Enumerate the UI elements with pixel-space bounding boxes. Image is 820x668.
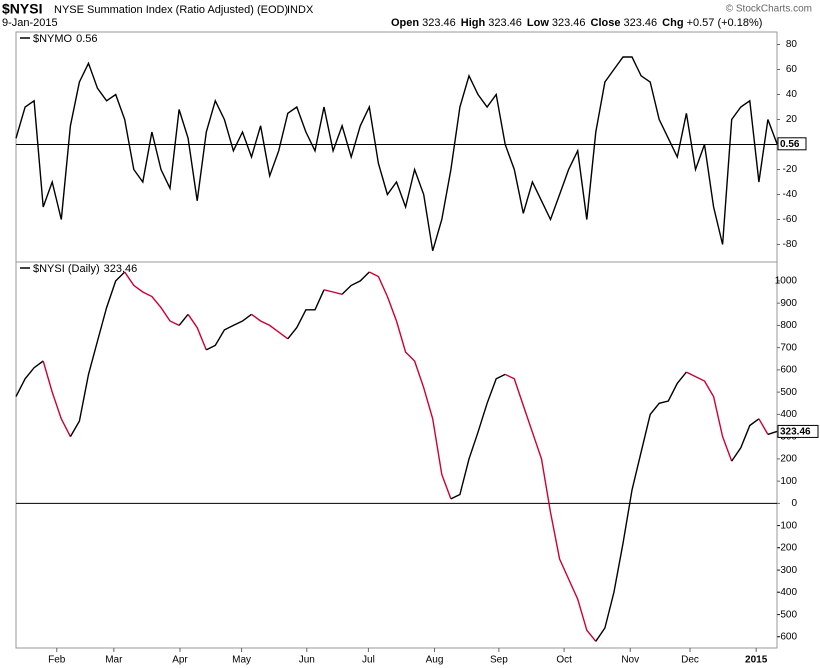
x-tick-label: Aug — [426, 655, 444, 666]
ohlc: Open 323.46 High 323.46 Low 323.46 Close 323.46… — [391, 17, 762, 29]
y-tick-label: 500 — [780, 387, 797, 398]
x-tick-label: Feb — [48, 655, 66, 666]
y-tick-label: -40 — [783, 189, 798, 200]
y-tick-label: -100 — [777, 520, 797, 531]
credit: © StockCharts.com — [726, 4, 812, 15]
y-tick-label: -200 — [777, 543, 797, 554]
line — [15, 56, 778, 251]
ohlc-label: Close — [591, 17, 621, 29]
legend-text: $NYMO 0.56 — [33, 33, 98, 45]
legend-value: 0.56 — [76, 33, 97, 45]
x-tick-label: Sep — [490, 655, 508, 666]
ohlc-value: 323.46 — [624, 17, 658, 29]
legend-text: $NYSI (Daily) 323.46 — [33, 263, 137, 275]
line-segment — [124, 271, 180, 327]
y-tick-label: -400 — [777, 587, 797, 598]
x-tick-label: Nov — [621, 655, 639, 666]
y-tick-label: 900 — [780, 298, 797, 309]
y-tick-label: 100 — [780, 476, 797, 487]
line-segment — [42, 360, 72, 437]
ohlc-label: Low — [527, 17, 549, 29]
line-segment — [187, 313, 207, 351]
x-tick-label: Mar — [105, 655, 123, 666]
line-segment — [686, 371, 733, 462]
y-tick-label: 80 — [786, 39, 798, 50]
y-tick-label: 200 — [780, 454, 797, 465]
x-tick-label: Oct — [556, 655, 572, 666]
legend-name: $NYMO — [33, 33, 73, 45]
line-segment — [595, 371, 687, 642]
ohlc-value: 323.46 — [422, 17, 456, 29]
ohlc-value: 323.46 — [552, 17, 586, 29]
x-tick-label: Jun — [299, 655, 315, 666]
legend-value: 323.46 — [104, 263, 138, 275]
symbol: $NYSI — [2, 1, 42, 17]
y-tick-label: 1000 — [775, 276, 798, 287]
x-tick-label: Apr — [172, 655, 188, 666]
line-segment — [251, 313, 289, 340]
y-tick-label: 60 — [786, 64, 798, 75]
y-tick-label: -600 — [777, 632, 797, 643]
panel-frame — [15, 261, 778, 649]
index-name: NYSE Summation Index (Ratio Adjusted) (E… — [54, 4, 288, 16]
line-segment — [69, 271, 126, 437]
x-tick-label: Dec — [681, 655, 699, 666]
ohlc-label: Chg — [662, 17, 683, 29]
line-segment — [504, 373, 597, 642]
exchange: INDX — [287, 4, 314, 16]
ohlc-value: 323.46 — [488, 17, 522, 29]
x-tick-label: May — [232, 655, 251, 666]
date: 9-Jan-2015 — [2, 17, 58, 29]
ohlc-text: Open 323.46 High 323.46 Low 323.46 Close 323.46… — [391, 17, 762, 29]
line-segment — [368, 271, 452, 500]
last-value-box — [777, 424, 819, 438]
line-segment — [767, 430, 778, 436]
line-segment — [205, 313, 252, 351]
line-segment — [450, 373, 506, 500]
y-tick-label: 0 — [791, 498, 797, 509]
y-tick-label: 40 — [786, 89, 798, 100]
x-tick-label: 2015 — [745, 655, 768, 666]
ohlc-label: Open — [391, 17, 419, 29]
line-segment — [15, 360, 44, 397]
legend-name: $NYSI (Daily) — [33, 263, 100, 275]
y-tick-label: -300 — [777, 565, 797, 576]
y-tick-label: -60 — [783, 214, 798, 225]
y-tick-label: -500 — [777, 609, 797, 620]
y-tick-label: 600 — [780, 365, 797, 376]
line-segment — [731, 418, 760, 462]
last-value-label: 0.56 — [780, 139, 800, 150]
line-segment — [287, 289, 325, 340]
last-value-box — [777, 137, 807, 151]
ohlc-label: High — [461, 17, 486, 29]
line-segment — [178, 313, 189, 326]
line-segment — [341, 271, 370, 295]
x-tick-label: Jul — [362, 655, 375, 666]
y-tick-label: 800 — [780, 320, 797, 331]
ohlc-value: +0.57 (+0.18%) — [687, 17, 763, 29]
y-tick-label: 400 — [780, 409, 797, 420]
y-tick-label: -20 — [783, 164, 798, 175]
last-value-label: 323.46 — [780, 427, 811, 438]
line-segment — [758, 418, 769, 435]
line-segment — [323, 289, 343, 295]
y-tick-label: -80 — [783, 239, 798, 250]
y-tick-label: 20 — [786, 114, 798, 125]
y-tick-label: 700 — [780, 342, 797, 353]
